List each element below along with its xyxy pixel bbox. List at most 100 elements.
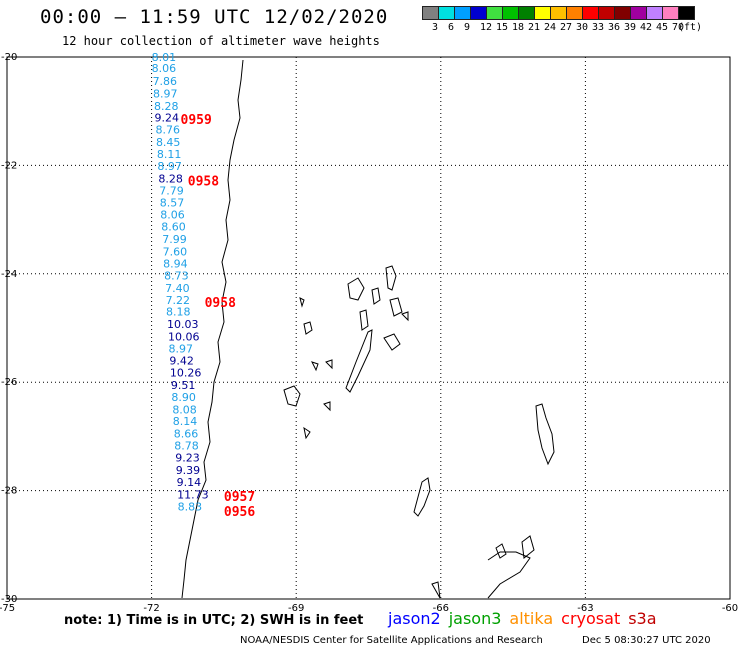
wave-height-color-scale (422, 6, 695, 20)
lake (345, 329, 373, 393)
lake (311, 361, 319, 372)
wave-height-value: 7.99 (162, 233, 187, 246)
wave-height-value: 11.73 (177, 488, 209, 501)
lake (325, 359, 333, 370)
generated-timestamp: Dec 5 08:30:27 UTC 2020 (582, 635, 711, 646)
y-tick-label: -30 (1, 594, 17, 605)
y-tick-label: -24 (1, 269, 17, 280)
units-note: note: 1) Time is in UTC; 2) SWH is in fe… (64, 613, 364, 628)
wave-height-value: 7.86 (153, 75, 178, 88)
wave-height-value: 8.06 (160, 209, 185, 222)
wave-height-value: 8.97 (157, 160, 182, 173)
credit-line: NOAA/NESDIS Center for Satellite Applica… (240, 635, 711, 646)
coastline (181, 59, 555, 599)
lake (401, 311, 409, 322)
wave-height-value: 8.14 (173, 415, 198, 428)
y-tick-label: -28 (1, 486, 17, 497)
lake (303, 426, 311, 440)
wave-height-value: 8.94 (163, 258, 188, 271)
lake (495, 543, 507, 559)
wave-height-value: 10.03 (167, 318, 199, 331)
wave-height-value: 8.01 (152, 51, 177, 64)
graticule (7, 57, 730, 599)
lake (323, 401, 331, 412)
map-frame (6, 56, 731, 600)
satellite-jason2: jason2 (388, 609, 441, 628)
wave-height-value: 8.28 (154, 100, 179, 113)
wave-height-value: 8.45 (156, 136, 181, 149)
wave-height-value: 8.97 (168, 343, 193, 356)
wave-height-value: 9.39 (176, 464, 201, 477)
wave-height-value: 7.79 (159, 184, 184, 197)
scale-label: 18 (512, 22, 525, 33)
wave-height-value: 8.97 (153, 87, 178, 100)
lake (347, 277, 365, 301)
wave-height-value: 8.78 (174, 440, 199, 453)
wave-height-value: 8.60 (161, 221, 186, 234)
lake (389, 297, 403, 317)
map-subtitle: 12 hour collection of altimeter wave hei… (62, 34, 380, 48)
y-tick-label: -26 (1, 377, 17, 388)
scale-label: (ft) (678, 22, 703, 33)
wave-height-value: 8.18 (166, 306, 191, 319)
scale-label: 24 (544, 22, 557, 33)
scale-label: 70 (672, 22, 685, 33)
wave-height-value: 9.23 (175, 452, 200, 465)
pass-time-label: 0956 (224, 505, 255, 520)
wave-height-value: 8.83 (178, 500, 203, 513)
x-tick-label: -63 (577, 603, 593, 614)
scale-label: 15 (496, 22, 509, 33)
scale-label: 12 (480, 22, 493, 33)
x-tick-label: -66 (433, 603, 449, 614)
lake (487, 551, 531, 599)
wave-height-value: 9.42 (169, 355, 194, 368)
wave-height-value: 7.60 (163, 246, 188, 259)
scale-swatch (678, 6, 695, 20)
lake (413, 477, 431, 517)
lake (535, 403, 555, 466)
satellite-altika: altika (509, 609, 554, 628)
map-title: 00:00 – 11:59 UTC 12/02/2020 (40, 6, 389, 28)
lake (431, 581, 441, 599)
lake (359, 309, 369, 331)
island (299, 297, 305, 308)
scale-label: 6 (448, 22, 455, 33)
scale-label: 33 (592, 22, 605, 33)
satellite-jason3: jason3 (448, 609, 502, 628)
wave-height-value: 10.06 (168, 331, 200, 344)
wave-height-value: 7.40 (165, 282, 190, 295)
wave-height-value: 8.28 (158, 172, 183, 185)
scale-label: 39 (624, 22, 637, 33)
wave-height-value: 9.24 (154, 112, 179, 125)
scale-label: 27 (560, 22, 573, 33)
wave-height-value: 9.51 (171, 379, 196, 392)
scale-label: 30 (576, 22, 589, 33)
scale-label: 21 (528, 22, 541, 33)
pass-time-label: 0959 (181, 113, 212, 128)
south-america-coast (181, 59, 244, 599)
wave-height-value: 8.73 (164, 269, 189, 282)
lake (303, 321, 313, 335)
wave-height-value: 8.11 (157, 148, 182, 161)
scale-label: 42 (640, 22, 653, 33)
lake (385, 265, 397, 291)
y-tick-label: -20 (1, 52, 17, 63)
wave-height-value: 8.76 (155, 124, 180, 137)
lake (383, 333, 401, 351)
wave-height-value: 8.66 (174, 428, 199, 441)
wave-height-value: 9.14 (177, 476, 202, 489)
scale-label: 36 (608, 22, 621, 33)
x-tick-label: -60 (722, 603, 738, 614)
scale-label: 45 (656, 22, 669, 33)
scale-label: 3 (432, 22, 439, 33)
satellite-cryosat: cryosat (561, 609, 621, 628)
pass-time-label: 0957 (224, 490, 255, 505)
satellite-s3a: s3a (628, 609, 657, 628)
wave-height-value: 7.22 (166, 294, 191, 307)
x-tick-label: -69 (288, 603, 304, 614)
y-tick-label: -22 (1, 160, 17, 171)
axis-ticks: -75 -72 -69 -66 -63 -60 -20 -22 -24 -26 -28 -30 (0, 52, 738, 614)
wave-height-value: 10.26 (170, 366, 202, 379)
